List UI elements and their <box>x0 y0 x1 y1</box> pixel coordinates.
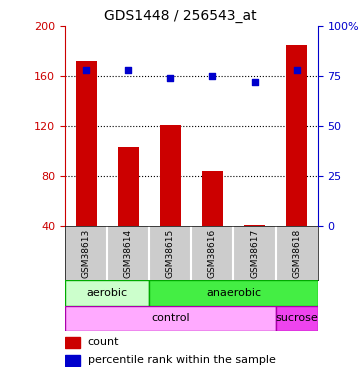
Text: GSM38615: GSM38615 <box>166 228 175 278</box>
Text: aerobic: aerobic <box>87 288 128 298</box>
Text: control: control <box>151 314 190 324</box>
Text: anaerobic: anaerobic <box>206 288 261 298</box>
Point <box>168 75 173 81</box>
Bar <box>244 225 265 226</box>
Text: percentile rank within the sample: percentile rank within the sample <box>88 355 275 365</box>
Text: count: count <box>88 337 119 347</box>
Text: GSM38613: GSM38613 <box>82 228 91 278</box>
Point <box>83 67 89 73</box>
FancyBboxPatch shape <box>149 280 318 306</box>
Bar <box>65 355 80 366</box>
Bar <box>65 337 80 348</box>
Text: GDS1448 / 256543_at: GDS1448 / 256543_at <box>104 9 257 23</box>
Point <box>252 79 257 85</box>
FancyBboxPatch shape <box>65 306 275 331</box>
Point <box>294 67 300 73</box>
Bar <box>286 45 307 226</box>
Text: GSM38616: GSM38616 <box>208 228 217 278</box>
Point <box>209 73 215 79</box>
Bar <box>160 125 181 226</box>
Bar <box>75 61 96 226</box>
FancyBboxPatch shape <box>65 280 149 306</box>
Text: GSM38614: GSM38614 <box>124 229 132 278</box>
FancyBboxPatch shape <box>275 306 318 331</box>
Text: sucrose: sucrose <box>275 314 318 324</box>
Bar <box>118 147 139 226</box>
Text: GSM38617: GSM38617 <box>250 228 259 278</box>
Point <box>125 67 131 73</box>
Text: GSM38618: GSM38618 <box>292 228 301 278</box>
Bar <box>202 171 223 226</box>
